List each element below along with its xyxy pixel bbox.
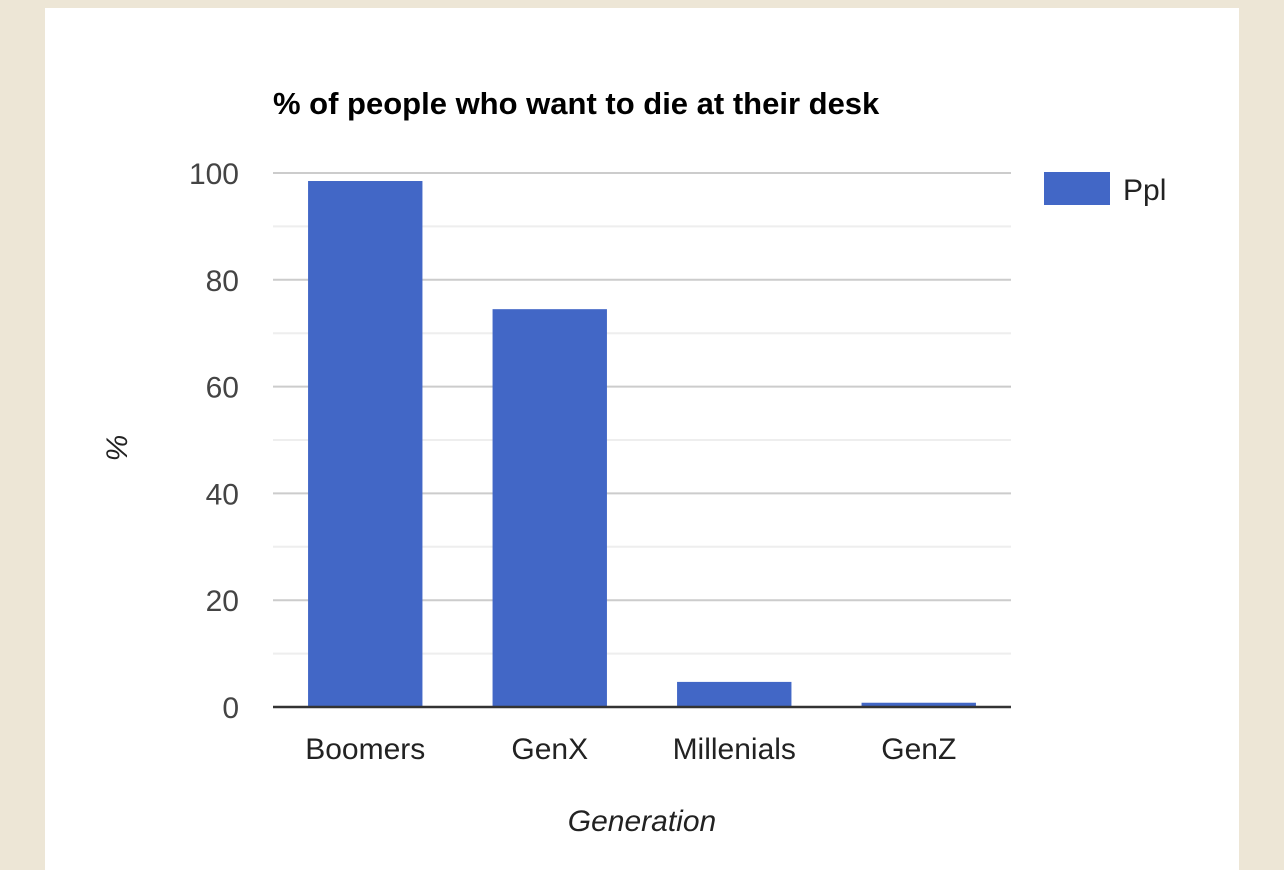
y-tick-label: 20: [206, 585, 239, 618]
y-tick-label: 80: [206, 265, 239, 298]
x-category-label: Boomers: [305, 733, 425, 766]
chart-card: % of people who want to die at their des…: [45, 8, 1239, 870]
legend: Ppl: [1044, 172, 1166, 207]
x-axis-categories: Boomers GenX Millenials GenZ: [305, 733, 956, 766]
y-tick-label: 0: [222, 692, 239, 725]
bar-millenials: [677, 681, 792, 707]
legend-label: Ppl: [1123, 174, 1166, 207]
y-tick-label: 40: [206, 478, 239, 511]
x-axis-title: Generation: [568, 805, 716, 838]
bar-boomers: [308, 181, 423, 707]
bar-chart: % of people who want to die at their des…: [101, 86, 1166, 838]
bar-genx: [492, 309, 607, 707]
chart-title: % of people who want to die at their des…: [273, 86, 880, 121]
y-axis-ticks: 0 20 40 60 80 100: [189, 158, 239, 725]
x-category-label: GenX: [511, 733, 588, 766]
x-category-label: GenZ: [881, 733, 956, 766]
x-category-label: Millenials: [673, 733, 796, 766]
bars: [308, 181, 976, 707]
y-tick-label: 60: [206, 372, 239, 405]
y-axis-title: %: [101, 435, 134, 462]
y-tick-label: 100: [189, 158, 239, 191]
bar-genz: [861, 702, 976, 707]
legend-swatch: [1044, 172, 1110, 205]
